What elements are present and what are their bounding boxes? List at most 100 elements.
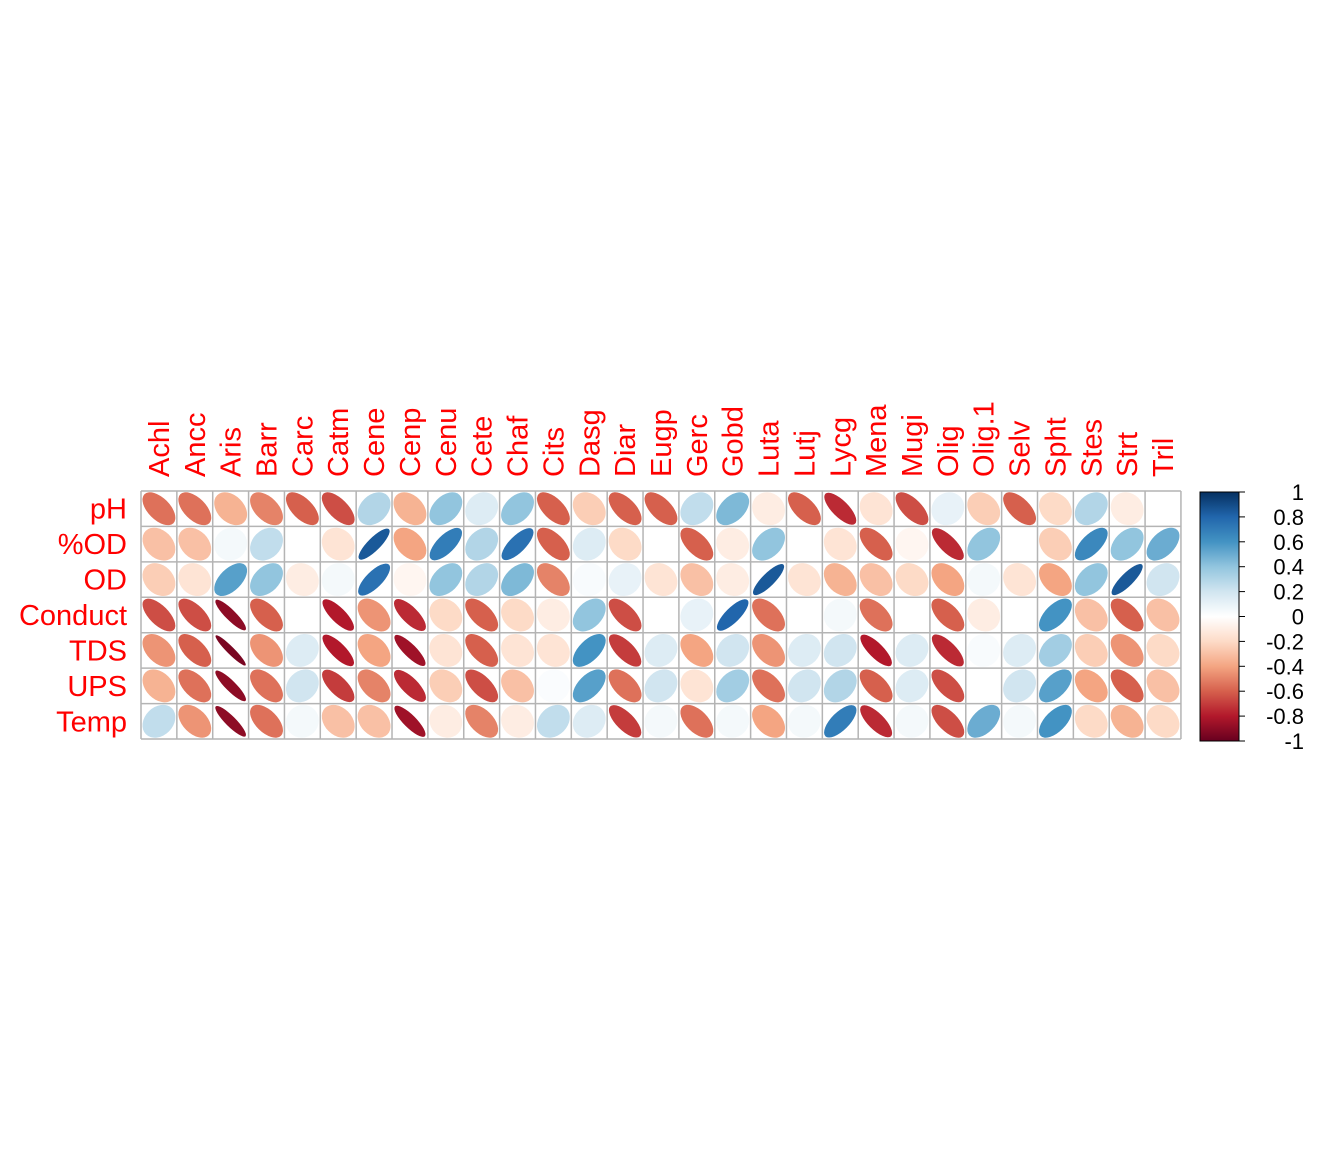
corr-ellipse-UPS-Gobd bbox=[716, 669, 750, 703]
corr-ellipse-UPS-Cenu bbox=[429, 669, 463, 703]
corr-ellipse-UPS-Barr bbox=[250, 669, 283, 703]
corr-ellipse-OD-Olig1 bbox=[967, 563, 1001, 597]
corr-ellipse-Conduct-Aris bbox=[215, 599, 246, 631]
corr-ellipse-pH-Cenp bbox=[393, 492, 427, 526]
corr-ellipse-TDS-Luta bbox=[752, 633, 785, 667]
corr-ellipse-pH-Olig1 bbox=[967, 492, 1001, 526]
corr-ellipse-Temp-Olig bbox=[931, 704, 965, 738]
corr-ellipse-Temp-Strt bbox=[1110, 704, 1144, 738]
corr-ellipse-Conduct-Achl bbox=[142, 598, 176, 632]
corr-ellipse-Temp-Cenp bbox=[394, 705, 426, 737]
corr-ellipse-TDS-Barr bbox=[250, 633, 283, 667]
corr-ellipse-pH-Achl bbox=[142, 492, 176, 526]
corr-ellipse-OD-Strt bbox=[1110, 527, 1144, 561]
corr-ellipse-pH-Diar bbox=[608, 492, 642, 526]
corr-ellipse-pH-Catm bbox=[321, 492, 355, 526]
corr-ellipse-pH-Cits bbox=[536, 492, 570, 526]
corr-ellipse-pH-Cene bbox=[357, 492, 391, 526]
corr-ellipse-pH-Lutj bbox=[787, 492, 821, 526]
corr-ellipse-Temp-Catm bbox=[321, 704, 355, 738]
corr-ellipse-OD-Selv bbox=[1003, 563, 1037, 597]
corr-ellipse-Conduct-Catm bbox=[322, 599, 355, 631]
corr-ellipse-Temp-Lycg bbox=[824, 705, 857, 738]
corr-ellipse-Conduct-Cits bbox=[536, 598, 570, 632]
column-label: Gerc bbox=[682, 414, 714, 477]
corr-ellipse-OD-Dasg bbox=[572, 563, 606, 597]
colorbar-tick-label: 1 bbox=[1292, 480, 1304, 505]
corr-ellipse-Temp-Carc bbox=[285, 704, 319, 738]
corr-ellipse-OD-Tril bbox=[1146, 563, 1180, 597]
corr-ellipse-OD-Lutj bbox=[787, 563, 821, 597]
corr-ellipse-OD-Olig bbox=[931, 563, 965, 597]
corr-ellipse-TDS-Strt bbox=[1110, 633, 1144, 667]
column-label: Mugi bbox=[897, 414, 929, 477]
corr-ellipse-Conduct-Olig1 bbox=[967, 598, 1001, 632]
corr-ellipse-pH-Aris bbox=[214, 492, 248, 526]
corr-ellipse-Temp-Lutj bbox=[787, 704, 821, 738]
corr-ellipse-TDS-Cenp bbox=[394, 634, 426, 666]
corr-ellipse-pH-Mena bbox=[859, 492, 893, 526]
corr-ellipse-OD-Carc bbox=[285, 563, 319, 597]
colorbar-tick-label: -1 bbox=[1284, 729, 1304, 754]
corr-ellipse-OD-Dasg bbox=[572, 527, 606, 561]
corr-ellipse-pH-Luta bbox=[752, 492, 785, 526]
corr-ellipse-TDS-Achl bbox=[142, 633, 176, 667]
corr-ellipse-OD-Luta bbox=[752, 527, 785, 561]
corr-ellipse-OD-Lycg bbox=[823, 563, 857, 597]
row-label: Conduct bbox=[19, 600, 127, 632]
corr-ellipse-OD-Spht bbox=[1038, 563, 1072, 597]
corr-ellipse-UPS-Ancc bbox=[178, 669, 212, 703]
column-label: Diar bbox=[610, 423, 642, 477]
corr-ellipse-OD-Lycg bbox=[823, 527, 857, 561]
corr-ellipse-OD-Ancc bbox=[178, 563, 212, 597]
colorbar-tick-label: 0.4 bbox=[1273, 555, 1304, 580]
column-label: Stes bbox=[1076, 419, 1108, 477]
column-label: Cenp bbox=[395, 408, 427, 477]
corr-ellipse-pH-Carc bbox=[285, 492, 319, 526]
colorbar-tick-label: 0.2 bbox=[1273, 580, 1304, 605]
corr-ellipse-Temp-Dasg bbox=[572, 704, 606, 738]
corr-ellipse-UPS-Dasg bbox=[572, 669, 606, 703]
corr-ellipse-Temp-Diar bbox=[608, 705, 642, 738]
corr-ellipse-Conduct-Cene bbox=[357, 598, 391, 632]
corr-ellipse-TDS-Aris bbox=[215, 635, 246, 666]
corr-ellipse-UPS-Stes bbox=[1074, 669, 1108, 703]
column-label: Lycg bbox=[825, 417, 857, 477]
corr-ellipse-Conduct-Selv bbox=[1003, 598, 1037, 632]
corr-ellipse-pH-Dasg bbox=[572, 492, 606, 526]
column-label: Cits bbox=[538, 427, 570, 477]
corr-ellipse-UPS-Carc bbox=[285, 669, 319, 703]
row-label: OD bbox=[84, 565, 128, 597]
corr-ellipse-Conduct-Barr bbox=[250, 598, 283, 632]
corr-ellipse-pH-Ancc bbox=[178, 492, 212, 526]
corr-ellipse-Conduct-Ancc bbox=[178, 598, 212, 632]
corr-ellipse-OD-Selv bbox=[1003, 527, 1037, 561]
corr-ellipse-Conduct-Dasg bbox=[572, 598, 606, 632]
corr-ellipse-OD-Ancc bbox=[178, 527, 212, 561]
corr-ellipse-TDS-Lycg bbox=[823, 633, 857, 667]
corr-ellipse-Conduct-Carc bbox=[285, 598, 319, 632]
corr-ellipse-Conduct-Olig bbox=[931, 598, 965, 632]
corr-ellipse-OD-Cits bbox=[536, 563, 570, 597]
corr-ellipse-UPS-Catm bbox=[322, 669, 355, 703]
corr-ellipse-Temp-Barr bbox=[250, 704, 283, 738]
corr-ellipse-TDS-Lutj bbox=[787, 633, 821, 667]
corr-ellipse-pH-Eugp bbox=[644, 492, 678, 526]
corr-ellipse-Temp-Aris bbox=[215, 705, 246, 737]
corr-ellipse-TDS-Catm bbox=[322, 634, 355, 667]
column-label: Barr bbox=[252, 422, 284, 477]
row-label: UPS bbox=[67, 671, 127, 703]
corr-ellipse-Temp-Olig1 bbox=[967, 704, 1001, 738]
corr-ellipse-OD-Cene bbox=[358, 563, 391, 596]
corr-ellipse-OD-Aris bbox=[214, 527, 248, 561]
corr-ellipse-UPS-Spht bbox=[1038, 669, 1072, 703]
corr-ellipse-OD-Gerc bbox=[680, 527, 714, 561]
corr-ellipse-UPS-Selv bbox=[1003, 669, 1037, 703]
column-label: Aris bbox=[216, 427, 248, 477]
cells-layer bbox=[140, 490, 1182, 740]
corr-ellipse-OD-Cenu bbox=[429, 527, 463, 561]
column-label: Cene bbox=[359, 408, 391, 477]
corr-ellipse-pH-Lycg bbox=[824, 492, 857, 525]
corr-ellipse-Conduct-Spht bbox=[1038, 598, 1072, 632]
